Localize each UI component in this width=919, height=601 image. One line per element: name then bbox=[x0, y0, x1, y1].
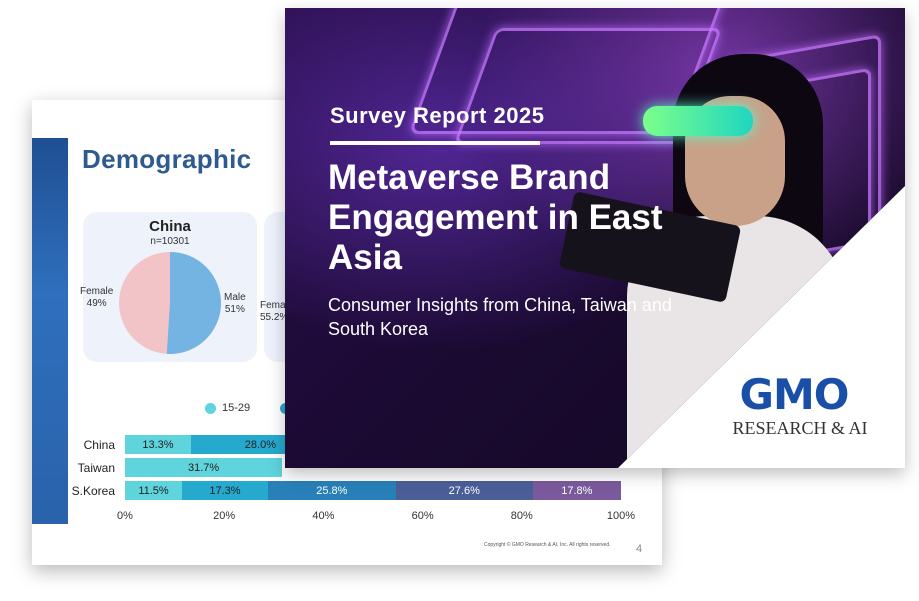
bar-segment: 11.5% bbox=[125, 481, 183, 500]
bar-row-label: China bbox=[83, 438, 115, 452]
age-legend: 15-29 bbox=[205, 402, 292, 414]
pie-country-label: China bbox=[149, 218, 191, 235]
gender-pie-chart bbox=[119, 252, 222, 354]
vr-glasses bbox=[643, 106, 753, 136]
bar-segment: 13.3% bbox=[125, 435, 191, 454]
copyright-text: Copyright © GMO Research & AI, Inc. All … bbox=[484, 542, 611, 548]
bar-segment: 17.3% bbox=[182, 481, 268, 500]
legend-dot bbox=[205, 402, 216, 414]
x-tick-label: 80% bbox=[510, 510, 533, 522]
slide-accent-bar bbox=[32, 138, 68, 524]
bar-segment: 17.8% bbox=[532, 481, 621, 500]
pie-male-label: Male 51% bbox=[224, 292, 246, 315]
gmo-logo-subtext: RESEARCH & AI bbox=[732, 418, 868, 438]
pie2-female-label: Female 55.2% bbox=[260, 300, 294, 323]
x-tick-label: 0% bbox=[117, 510, 133, 522]
page-number: 4 bbox=[636, 543, 643, 555]
x-tick-label: 40% bbox=[312, 510, 335, 522]
pie-female-label: Female 49% bbox=[80, 286, 114, 309]
gmo-logo: GMO bbox=[701, 373, 887, 417]
x-tick-label: 60% bbox=[411, 510, 434, 522]
cover-subtitle: Consumer Insights from China, Taiwan and… bbox=[328, 295, 672, 339]
x-tick-label: 100% bbox=[606, 510, 636, 522]
kicker-underline bbox=[330, 141, 540, 145]
pie-slice-male bbox=[166, 252, 222, 354]
survey-kicker: Survey Report 2025 bbox=[330, 103, 545, 128]
pie-sample-size: n=10301 bbox=[150, 236, 190, 247]
bar-row-label: Taiwan bbox=[77, 461, 115, 475]
bar-segment: 31.7% bbox=[125, 458, 283, 477]
pie-card-china: China n=10301 bbox=[83, 212, 257, 362]
bar-segment: 25.8% bbox=[267, 481, 396, 500]
cover-slide: Survey Report 2025 Metaverse Brand Engag… bbox=[285, 8, 905, 468]
cover-title: Metaverse Brand Engagement in East Asia bbox=[328, 158, 663, 277]
bar-row-label: S.Korea bbox=[71, 484, 115, 498]
bar-segment: 27.6% bbox=[395, 481, 533, 500]
gmo-logo-text: GMO bbox=[739, 370, 850, 419]
legend-label-15-29: 15-29 bbox=[222, 402, 251, 414]
x-tick-label: 20% bbox=[213, 510, 236, 522]
slide-title: Demographic bbox=[82, 144, 252, 174]
